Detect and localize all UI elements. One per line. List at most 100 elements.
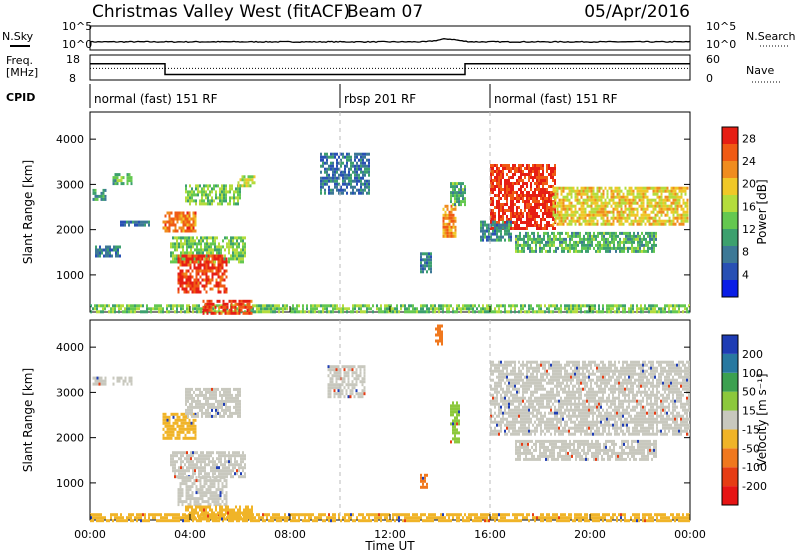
data-cell <box>526 375 528 379</box>
data-cell <box>212 472 214 476</box>
data-cell <box>368 307 370 311</box>
data-cell <box>231 396 233 400</box>
data-cell <box>332 155 334 159</box>
data-cell <box>502 173 504 176</box>
data-cell <box>668 198 671 202</box>
data-cell <box>520 378 522 382</box>
data-cell <box>234 460 236 464</box>
data-cell <box>174 451 176 455</box>
data-cell <box>244 305 247 309</box>
data-cell <box>458 304 460 308</box>
data-cell <box>189 488 192 492</box>
data-cell <box>196 251 198 255</box>
data-cell <box>580 213 583 217</box>
data-cell <box>519 249 521 253</box>
data-cell <box>210 302 213 306</box>
data-cell <box>616 186 619 190</box>
data-cell <box>188 217 191 221</box>
data-cell <box>324 304 326 308</box>
data-cell <box>488 223 490 227</box>
data-cell <box>586 204 589 208</box>
data-cell <box>529 237 531 241</box>
data-cell <box>168 433 171 437</box>
data-cell <box>542 182 544 185</box>
data-cell <box>450 213 453 217</box>
data-cell <box>218 248 220 252</box>
data-cell <box>237 414 239 418</box>
data-cell <box>572 219 575 223</box>
data-cell <box>488 229 490 233</box>
data-cell <box>209 278 212 282</box>
data-cell <box>238 236 240 240</box>
data-cell <box>562 189 565 193</box>
data-cell <box>282 310 284 314</box>
data-cell <box>324 176 326 180</box>
data-cell <box>162 310 164 314</box>
data-cell <box>230 239 232 243</box>
data-cell <box>239 390 241 394</box>
data-cell <box>350 179 352 183</box>
data-cell <box>119 245 121 249</box>
data-cell <box>578 213 581 217</box>
data-cell <box>594 222 597 226</box>
data-cell <box>199 399 201 403</box>
data-cell <box>234 251 236 255</box>
data-cell <box>326 182 328 186</box>
data-cell <box>566 195 569 199</box>
data-cell <box>498 212 500 215</box>
data-cell <box>494 390 496 394</box>
data-cell <box>420 261 422 265</box>
data-cell <box>194 436 197 440</box>
data-cell <box>628 207 631 211</box>
data-cell <box>528 387 530 391</box>
data-cell <box>454 431 456 435</box>
data-cell <box>258 310 260 314</box>
data-cell <box>360 191 362 195</box>
data-cell <box>176 412 179 416</box>
data-cell <box>134 307 136 311</box>
data-cell <box>568 186 571 190</box>
data-cell <box>196 307 198 311</box>
data-cell <box>514 387 516 391</box>
data-cell <box>102 194 105 198</box>
data-cell <box>644 307 646 311</box>
data-cell <box>172 307 174 311</box>
data-cell <box>590 189 593 193</box>
data-cell <box>512 399 514 403</box>
data-cell <box>435 327 437 331</box>
data-cell <box>458 191 460 195</box>
data-cell <box>624 195 627 199</box>
data-cell <box>636 310 638 314</box>
data-cell <box>250 299 253 303</box>
data-cell <box>174 254 176 258</box>
data-cell <box>668 216 671 220</box>
data-cell <box>566 304 568 308</box>
data-cell <box>229 202 231 206</box>
data-cell <box>244 311 247 315</box>
data-cell <box>486 229 488 233</box>
data-cell <box>506 366 508 370</box>
data-cell <box>634 201 637 205</box>
data-cell <box>532 164 534 167</box>
data-cell <box>240 472 242 476</box>
data-cell <box>364 173 366 177</box>
data-cell <box>278 310 280 314</box>
data-cell <box>644 186 647 190</box>
data-cell <box>262 310 264 314</box>
data-cell <box>508 167 510 170</box>
data-cell <box>684 210 687 214</box>
data-cell <box>660 210 663 214</box>
data-cell <box>613 240 615 244</box>
data-cell <box>494 218 496 221</box>
data-cell <box>560 186 563 190</box>
data-cell <box>225 399 227 403</box>
data-cell <box>456 200 458 204</box>
data-cell <box>230 305 233 309</box>
data-cell <box>176 430 179 434</box>
data-cell <box>237 411 239 415</box>
data-cell <box>592 307 594 311</box>
data-cell <box>249 178 252 182</box>
data-cell <box>474 304 476 308</box>
data-cell <box>180 421 183 425</box>
